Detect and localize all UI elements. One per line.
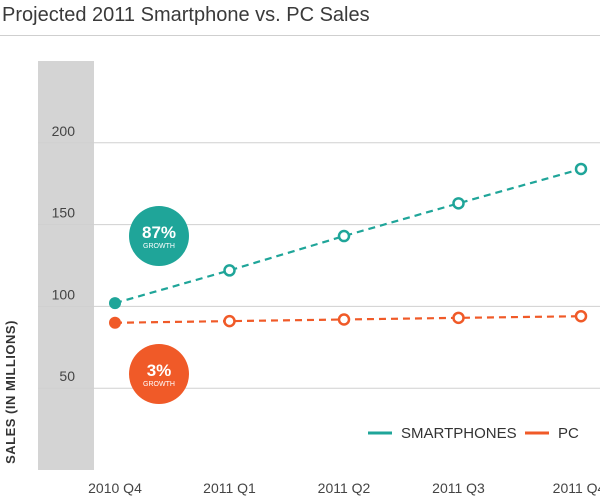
y-tick-label: 150 [52,205,76,221]
data-point-smartphones [574,162,588,176]
growth-value: 3% [147,361,172,380]
x-tick-label: 2011 Q1 [203,480,256,496]
series-line-smartphones [114,167,582,305]
growth-value: 87% [142,223,176,242]
data-point-pc [452,311,465,325]
data-point-smartphones [109,297,121,310]
data-point-smartphones [452,197,465,210]
y-axis-label: SALES (IN MILLIONS) [3,320,18,464]
y-tick-label: 100 [52,286,76,302]
shaded-base-quarter [38,61,94,470]
x-tick-label: 2010 Q4 [88,480,142,496]
growth-label: GROWTH [143,243,175,250]
data-point-pc [337,313,351,326]
legend-label: PC [558,425,579,442]
x-tick-label: 2011 Q3 [432,480,485,496]
title-divider [0,35,600,36]
growth-bubble [129,206,189,266]
x-tick-label: 2011 Q2 [318,480,371,496]
growth-bubble [129,344,189,404]
growth-label: GROWTH [143,381,175,388]
data-point-pc [223,314,236,328]
x-tick-label: 2011 Q4 [553,480,600,496]
chart-title: Projected 2011 Smartphone vs. PC Sales [2,4,370,26]
data-point-smartphones [223,264,236,277]
y-tick-label: 50 [59,368,75,384]
data-point-pc [109,316,121,329]
legend-label: SMARTPHONES [401,425,517,442]
data-point-pc [574,309,588,323]
y-tick-label: 200 [52,123,76,139]
data-point-smartphones [337,229,351,243]
